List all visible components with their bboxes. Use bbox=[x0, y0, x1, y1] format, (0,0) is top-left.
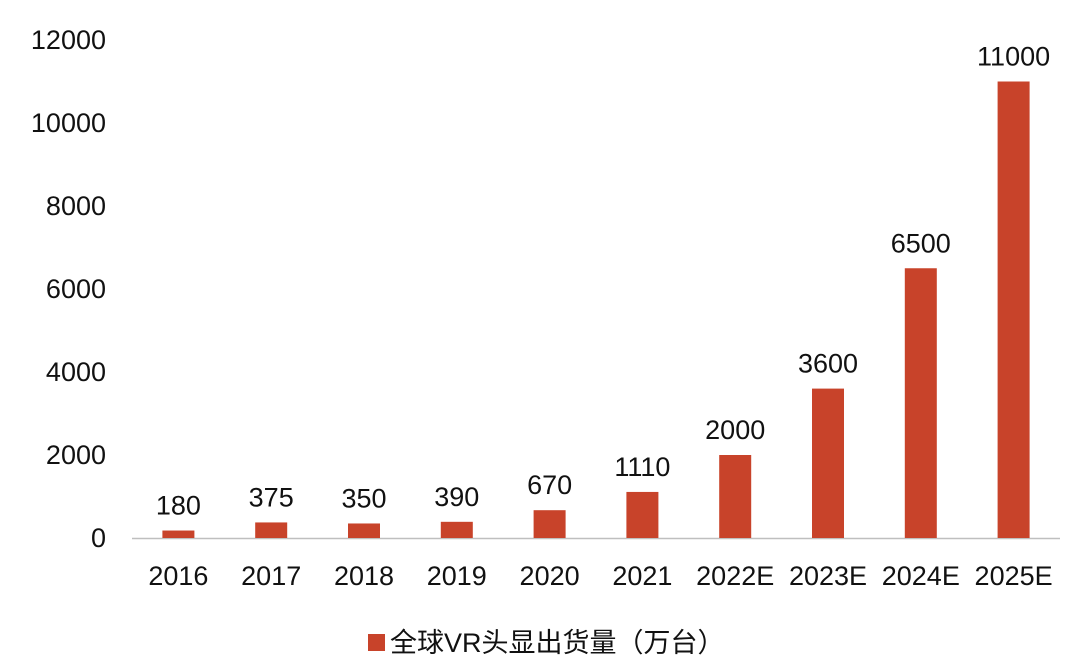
data-label: 11000 bbox=[977, 42, 1050, 72]
y-tick-label: 12000 bbox=[31, 25, 106, 55]
bar bbox=[812, 388, 844, 538]
bar bbox=[348, 523, 380, 538]
y-tick-label: 10000 bbox=[31, 108, 106, 138]
bar bbox=[626, 491, 659, 538]
bar bbox=[255, 522, 288, 538]
y-axis-labels: 0 2000 4000 6000 8000 10000 12000 bbox=[31, 25, 106, 553]
data-label: 2000 bbox=[705, 415, 765, 445]
data-label: 390 bbox=[434, 482, 479, 512]
data-label: 350 bbox=[341, 483, 386, 513]
y-tick-label: 0 bbox=[91, 523, 106, 553]
data-label: 375 bbox=[249, 482, 294, 512]
x-tick-label: 2018 bbox=[334, 561, 394, 591]
x-tick-label: 2020 bbox=[520, 561, 580, 591]
x-axis-labels: 2016 2017 2018 2019 2020 2021 2022E 2023E 2024E 2… bbox=[148, 561, 1052, 591]
bar bbox=[440, 521, 473, 538]
bars bbox=[162, 81, 1030, 538]
x-tick-label: 2019 bbox=[427, 561, 487, 591]
data-labels: 180 375 350 390 670 1110 2000 3600 6500 11000 bbox=[156, 42, 1050, 521]
bar bbox=[162, 530, 195, 538]
data-label: 3600 bbox=[798, 349, 858, 379]
legend-swatch bbox=[368, 634, 385, 651]
data-label: 6500 bbox=[891, 228, 951, 258]
y-tick-label: 8000 bbox=[46, 191, 106, 221]
x-tick-label: 2017 bbox=[241, 561, 301, 591]
y-tick-label: 4000 bbox=[46, 357, 106, 387]
y-tick-label: 6000 bbox=[46, 274, 106, 304]
legend-label: 全球VR头显出货量（万台） bbox=[390, 628, 725, 658]
data-label: 670 bbox=[527, 470, 572, 500]
y-tick-label: 2000 bbox=[46, 440, 106, 470]
data-label: 1110 bbox=[614, 452, 670, 482]
x-tick-label: 2025E bbox=[975, 561, 1053, 591]
bar bbox=[719, 455, 752, 538]
legend: 全球VR头显出货量（万台） bbox=[368, 628, 725, 658]
x-tick-label: 2016 bbox=[148, 561, 208, 591]
bar bbox=[904, 268, 937, 538]
x-tick-label: 2021 bbox=[612, 561, 672, 591]
x-tick-label: 2022E bbox=[696, 561, 774, 591]
bar bbox=[997, 81, 1030, 538]
data-label: 180 bbox=[156, 491, 201, 521]
x-tick-label: 2023E bbox=[789, 561, 867, 591]
x-tick-label: 2024E bbox=[882, 561, 960, 591]
bar bbox=[533, 510, 566, 538]
